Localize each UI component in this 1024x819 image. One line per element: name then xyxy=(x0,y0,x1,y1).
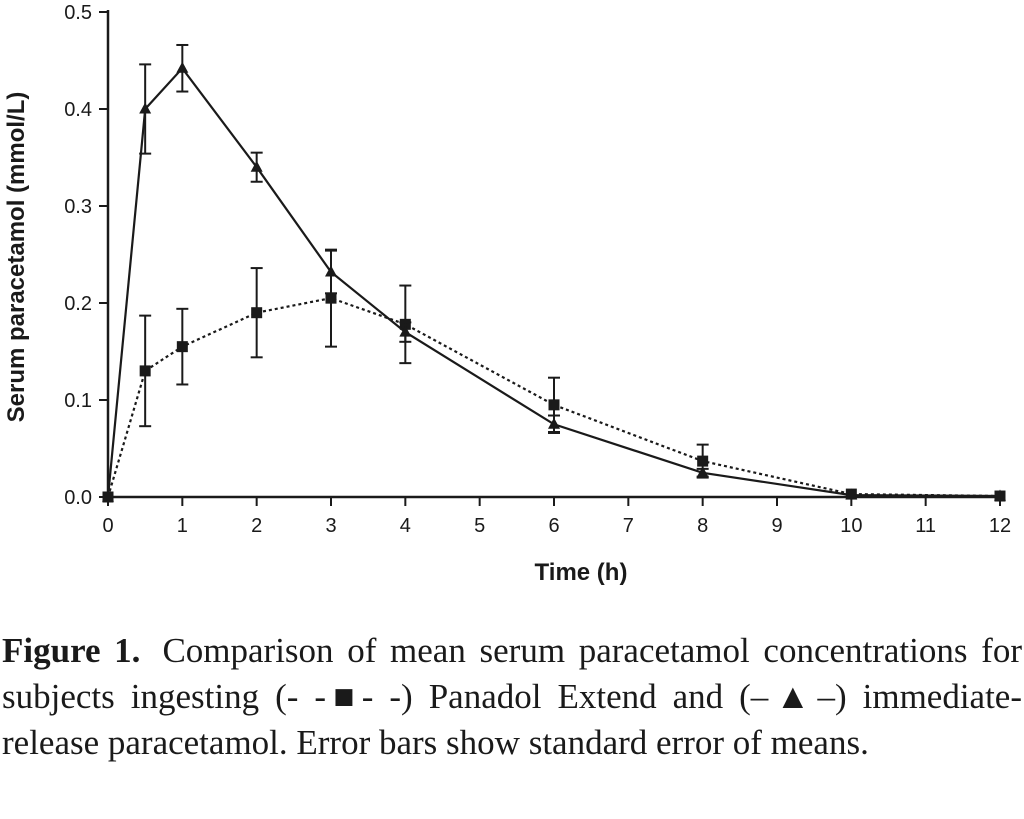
x-tick-label-3: 3 xyxy=(325,515,336,537)
series-0-point-3 xyxy=(251,307,263,319)
caption-label: Figure 1. xyxy=(2,631,141,670)
series-0-point-7 xyxy=(697,455,709,467)
series-1-point-4 xyxy=(325,265,337,277)
line-chart: 0 1 2 3 4 5 6 7 8 9 10 11 120.00.10.20.30.40.5 Time … xyxy=(3,2,1011,586)
series-layer xyxy=(102,43,1006,503)
series-0-point-2 xyxy=(176,341,188,353)
x-tick-label-4: 4 xyxy=(400,515,411,537)
series-1-point-8 xyxy=(845,488,858,500)
series-0-point-6 xyxy=(548,399,560,411)
x-tick-label-12: 12 xyxy=(989,515,1011,537)
x-tick-label-9: 9 xyxy=(771,515,782,537)
x-axis-title: Time (h) xyxy=(535,559,628,586)
series-1-point-1 xyxy=(139,102,152,114)
series-0 xyxy=(102,248,1006,503)
x-tick-label-1: 1 xyxy=(177,515,188,537)
series-1-point-3 xyxy=(250,160,263,172)
series-1-point-0 xyxy=(102,490,114,502)
series-1-point-5 xyxy=(399,325,412,337)
series-1-point-2 xyxy=(176,61,189,73)
y-tick-label-1: 0.1 xyxy=(64,390,92,412)
x-tick-label-8: 8 xyxy=(697,515,708,537)
x-tick-label-6: 6 xyxy=(548,515,559,537)
x-tick-label-10: 10 xyxy=(840,515,862,537)
series-0-line xyxy=(106,296,1001,498)
series-1 xyxy=(102,43,1006,502)
series-0-point-1 xyxy=(139,365,151,377)
y-tick-label-2: 0.2 xyxy=(64,293,92,315)
series-0-point-4 xyxy=(325,292,337,304)
y-tick-label-4: 0.4 xyxy=(64,99,92,121)
y-axis-title: Serum paracetamol (mmol/L) xyxy=(3,92,30,423)
series-1-point-7 xyxy=(696,466,709,478)
x-tick-label-0: 0 xyxy=(102,515,113,537)
x-tick-label-5: 5 xyxy=(474,515,485,537)
series-1-line xyxy=(106,66,1001,498)
y-tick-label-0: 0.0 xyxy=(64,487,92,509)
figure-caption: Figure 1. Comparison of mean serum parace… xyxy=(2,628,1022,766)
series-1-point-6 xyxy=(548,417,560,429)
series-1-point-9 xyxy=(994,489,1006,501)
axes: 0 1 2 3 4 5 6 7 8 9 10 11 120.00.10.20.30.40.5 xyxy=(64,2,1011,537)
x-tick-label-7: 7 xyxy=(623,515,634,537)
x-tick-label-11: 11 xyxy=(915,515,936,537)
y-tick-label-3: 0.3 xyxy=(64,196,92,218)
caption-text: Comparison of mean serum paracetamol con… xyxy=(2,631,1022,762)
x-tick-label-2: 2 xyxy=(251,515,262,537)
y-tick-label-5: 0.5 xyxy=(64,2,92,24)
